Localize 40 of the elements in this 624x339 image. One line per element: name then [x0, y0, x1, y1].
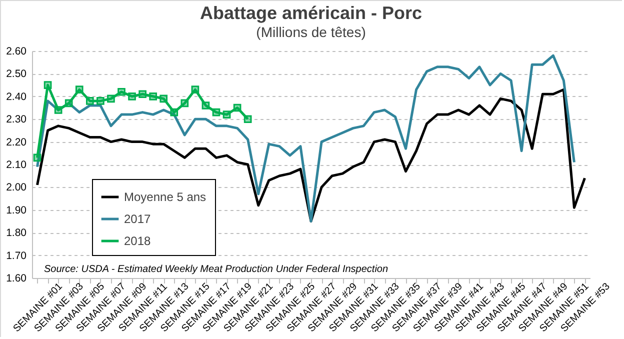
line-series: [36, 88, 586, 222]
y-tick-label: 1.90: [6, 204, 27, 216]
chart-title: Abattage américain - Porc: [200, 3, 422, 23]
point: [107, 94, 115, 103]
point: [149, 92, 157, 100]
y-tick-label: 2.40: [6, 90, 27, 103]
point: [128, 92, 136, 100]
y-tick-label: 1.60: [6, 272, 27, 284]
y-tick-label: 1.80: [6, 227, 27, 240]
y-tick-label: 1.70: [6, 250, 27, 262]
point: [44, 81, 52, 89]
point: [233, 104, 242, 112]
point: [33, 154, 42, 162]
point: [191, 86, 200, 94]
point: [75, 86, 84, 94]
chart-subtitle: (Millions de têtes): [256, 24, 366, 40]
point: [118, 88, 126, 96]
line-series: [36, 54, 576, 222]
point: [64, 99, 73, 108]
y-tick-label: 2.60: [6, 46, 27, 58]
point: [212, 108, 220, 116]
point: [170, 108, 178, 116]
point: [96, 97, 104, 105]
point: [180, 99, 189, 108]
point: [54, 106, 62, 114]
y-tick-label: 2.30: [6, 114, 27, 126]
point: [160, 94, 168, 103]
legend-label: Moyenne 5 ans: [124, 190, 206, 204]
point: [244, 115, 252, 124]
point: [222, 110, 231, 118]
y-tick-label: 2.20: [6, 136, 27, 148]
point: [202, 102, 210, 110]
point: [86, 97, 94, 105]
legend-label: 2018: [124, 234, 152, 248]
annotation: Source: USDA - Estimated Weekly Meat Production Under Federal Inspection: [44, 264, 388, 275]
y-tick-label: 2.00: [6, 182, 27, 194]
y-tick-label: 2.10: [6, 159, 27, 171]
point: [138, 90, 146, 98]
y-tick-label: 2.50: [6, 68, 27, 80]
legend-label: 2017: [124, 212, 152, 226]
